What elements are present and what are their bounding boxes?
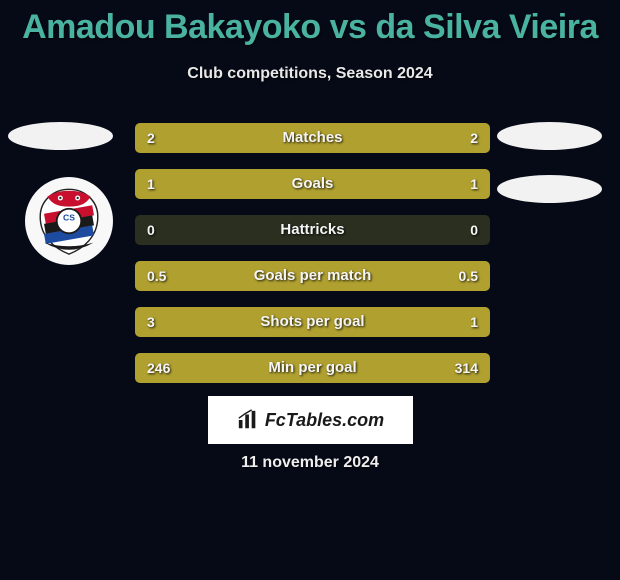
page-title: Amadou Bakayoko vs da Silva Vieira (0, 0, 620, 47)
player-right-avatar-placeholder-2 (497, 175, 602, 203)
watermark: FcTables.com (208, 396, 413, 444)
stat-label: Shots per goal (135, 307, 490, 337)
stat-row: 00Hattricks (135, 215, 490, 245)
date-caption: 11 november 2024 (0, 454, 620, 472)
subtitle: Club competitions, Season 2024 (0, 65, 620, 83)
stat-label: Goals per match (135, 261, 490, 291)
stats-chart: 22Matches 11Goals 00Hattricks 0.50.5Goals p… (135, 123, 490, 399)
watermark-text: FcTables.com (265, 410, 384, 431)
stat-row: 31Shots per goal (135, 307, 490, 337)
svg-text:CS: CS (63, 212, 75, 222)
stat-label: Min per goal (135, 353, 490, 383)
player-left-avatar-placeholder (8, 122, 113, 150)
stat-label: Hattricks (135, 215, 490, 245)
stat-label: Matches (135, 123, 490, 153)
chart-bars-icon (237, 409, 259, 431)
club-badge-left: CS (25, 177, 113, 265)
stat-row: 0.50.5Goals per match (135, 261, 490, 291)
player-right-avatar-placeholder (497, 122, 602, 150)
stat-row: 11Goals (135, 169, 490, 199)
stat-row: 22Matches (135, 123, 490, 153)
stat-label: Goals (135, 169, 490, 199)
stat-row: 246314Min per goal (135, 353, 490, 383)
consadole-sapporo-logo-icon: CS (33, 185, 105, 257)
